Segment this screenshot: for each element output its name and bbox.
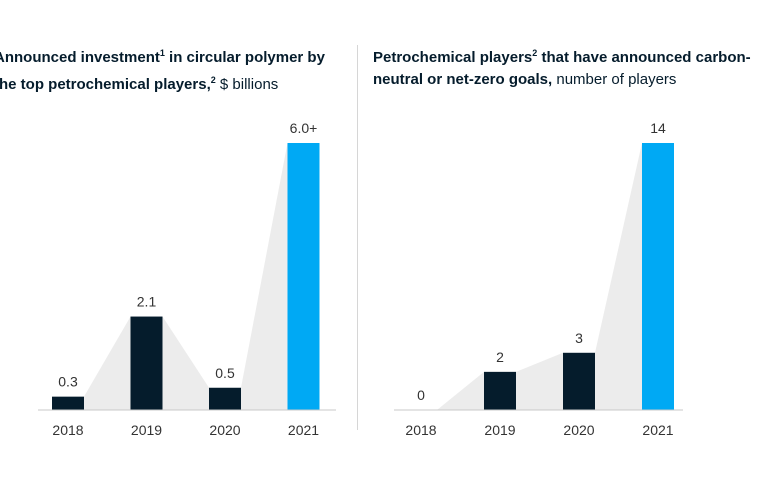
chart-left-footnote-2: 2 <box>210 75 216 85</box>
right-value-label-2019: 2 <box>496 349 504 365</box>
left-bar-2019 <box>130 316 163 410</box>
right-bar-2020 <box>563 352 595 410</box>
right-value-label-2018: 0 <box>417 387 425 403</box>
left-x-tick-2018: 2018 <box>52 422 83 438</box>
right-x-tick-2020: 2020 <box>563 422 594 438</box>
right-bar-2021 <box>642 143 674 410</box>
right-x-tick-2018: 2018 <box>405 422 436 438</box>
chart-right-title: Petrochemical players2 that have announc… <box>373 42 763 91</box>
chart-right-title-bold-2: that have announced carbon-neutral or ne… <box>373 49 751 88</box>
right-connector-0 <box>437 371 484 410</box>
right-value-label-2020: 3 <box>575 330 583 346</box>
left-value-label-2021: 6.0+ <box>290 120 318 136</box>
chart-left-title-bold: Announced investment <box>0 49 160 66</box>
panel-divider <box>357 45 358 430</box>
chart-left-unit: $ billions <box>215 76 279 93</box>
chart-right-footnote-1: 2 <box>532 48 538 58</box>
right-bar-2019 <box>484 371 516 410</box>
right-connector-2 <box>595 143 642 410</box>
left-bar-2018 <box>52 396 84 410</box>
left-bar-2020 <box>209 387 241 410</box>
left-x-tick-2020: 2020 <box>209 422 240 438</box>
right-x-tick-2021: 2021 <box>642 422 673 438</box>
left-bar-2021 <box>287 143 320 410</box>
left-value-label-2019: 2.1 <box>137 294 157 310</box>
right-x-tick-2019: 2019 <box>484 422 515 438</box>
chart-left-title: Announced investment1 in circular polyme… <box>0 42 334 96</box>
left-value-label-2020: 0.5 <box>215 365 235 381</box>
left-value-label-2018: 0.3 <box>58 374 78 390</box>
right-value-label-2021: 14 <box>650 120 666 136</box>
chart-right-unit: number of players <box>552 71 677 88</box>
left-x-tick-2021: 2021 <box>288 422 319 438</box>
left-connector-0 <box>84 316 131 410</box>
chart-right-title-bold: Petrochemical players <box>373 49 533 66</box>
chart-left-footnote-1: 1 <box>159 48 165 58</box>
right-connector-1 <box>516 352 563 410</box>
left-connector-2 <box>241 143 288 410</box>
left-connector-1 <box>162 316 209 410</box>
left-x-tick-2019: 2019 <box>131 422 162 438</box>
chart-left-title-bold-2: in circular polymer by the top petrochem… <box>0 49 325 93</box>
